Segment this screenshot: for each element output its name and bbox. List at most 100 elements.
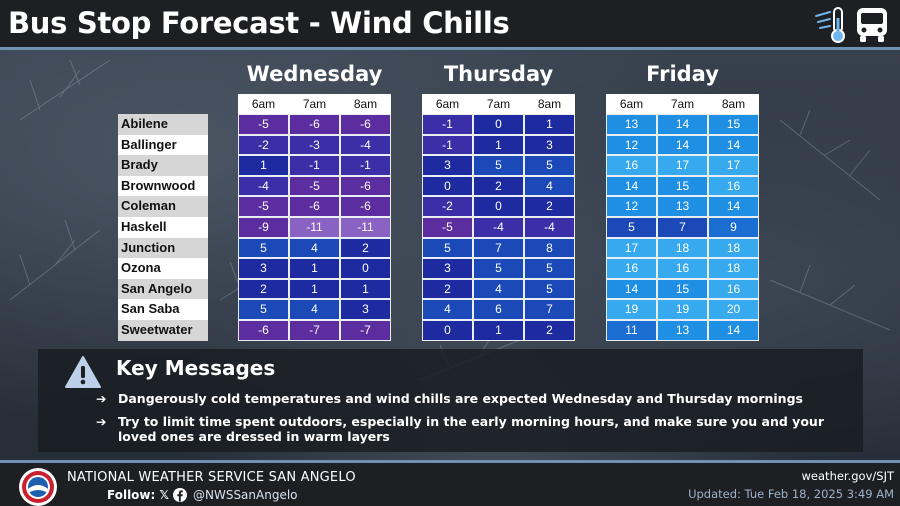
wind-chill-cell: 5 [524,278,575,300]
wind-chill-cell: 4 [524,175,575,197]
time-header: 6am [619,97,644,111]
time-header: 6am [251,97,276,111]
wind-chill-cell: -4 [473,216,524,238]
wind-chill-cell: 16 [606,155,657,176]
wind-chill-cell: 13 [606,114,657,135]
updated-timestamp: Updated: Tue Feb 18, 2025 3:49 AM [688,487,894,501]
wind-chill-cell: 3 [422,258,473,279]
city-label: Haskell [118,216,208,238]
time-header: 6am [435,97,460,111]
wind-chill-cell: -4 [340,134,391,156]
city-label: Abilene [118,114,208,135]
key-message-text: Dangerously cold temperatures and wind c… [118,391,803,406]
wind-chill-cell: 2 [238,278,289,300]
wind-chill-cell: -4 [524,216,575,238]
wind-chill-cell: 18 [708,237,759,259]
wind-chill-cell: 14 [708,196,759,217]
nws-logo-icon [19,468,57,506]
table-row: 11 13 14 [606,319,759,341]
header-icons [814,6,890,44]
wind-chill-cell: 17 [708,155,759,176]
wind-chill-cell: 7 [657,216,708,238]
table-row: -2 0 2 [422,196,575,217]
wind-chill-cell: -11 [289,216,340,238]
table-row: 13 14 15 [606,114,759,135]
table-row: 14 15 16 [606,175,759,197]
table-row: -1 1 3 [422,134,575,156]
wind-chill-cell: 18 [708,258,759,279]
wind-chill-cell: 5 [473,258,524,279]
wind-chill-cell: 14 [657,114,708,135]
table-row: -5 -6 -6 [238,196,391,217]
wind-chill-cell: 19 [657,299,708,320]
table-row: -6 -7 -7 [238,319,391,341]
time-header: 7am [302,97,327,111]
time-header-row: 6am 7am 8am [422,94,575,114]
facebook-icon[interactable] [172,488,187,502]
wind-chill-cell: -3 [289,134,340,156]
time-header-row: 6am 7am 8am [606,94,759,114]
wind-chill-cell: 3 [422,155,473,176]
wind-chill-cell: 1 [524,114,575,135]
x-social-icon[interactable]: 𝕏 [159,488,169,502]
header-bar: Bus Stop Forecast - Wind Chills [0,0,900,50]
wind-chill-cell: 4 [289,299,340,320]
wind-chill-cell: 1 [340,278,391,300]
key-message-item: ➔ Dangerously cold temperatures and wind… [96,391,856,406]
wind-chill-cell: 5 [422,237,473,259]
wind-chill-cell: 1 [289,258,340,279]
wind-chill-cell: -6 [340,196,391,217]
wind-chill-cell: 18 [657,237,708,259]
time-header: 7am [486,97,511,111]
wind-chill-cell: 14 [657,134,708,156]
wind-chill-cell: 14 [606,175,657,197]
wind-chill-cell: 5 [238,237,289,259]
website-link[interactable]: weather.gov/SJT [801,469,894,483]
key-messages-panel: Key Messages ➔ Dangerously cold temperat… [38,349,863,452]
wind-chill-cell: 20 [708,299,759,320]
wind-chill-cell: 3 [340,299,391,320]
wind-chill-cell: 4 [473,278,524,300]
city-column: Abilene Ballinger Brady Brownwood Colema… [118,114,208,341]
wind-chill-cell: -5 [238,196,289,217]
day-heading-friday: Friday [646,62,719,86]
wind-chill-cell: 6 [473,299,524,320]
time-header-row: 6am 7am 8am [238,94,391,114]
arrow-icon: ➔ [96,391,107,406]
wind-chill-cell: -6 [340,175,391,197]
table-row: 1 -1 -1 [238,155,391,176]
wind-chill-cell: 2 [422,278,473,300]
wind-chill-cell: 5 [473,155,524,176]
wind-chill-cell: 16 [606,258,657,279]
city-label: San Angelo [118,278,208,300]
wind-chill-cell: 12 [606,134,657,156]
wind-chill-cell: 4 [289,237,340,259]
wind-chill-cell: 17 [657,155,708,176]
table-row: -2 -3 -4 [238,134,391,156]
wind-chill-cell: 2 [524,319,575,341]
wind-chill-cell: -6 [340,114,391,135]
table-row: 16 17 17 [606,155,759,176]
wind-chill-cell: -11 [340,216,391,238]
time-header: 8am [353,97,378,111]
wind-chill-cell: -2 [422,196,473,217]
wind-chill-cell: -6 [289,114,340,135]
wind-chill-cell: 16 [708,278,759,300]
wind-chill-cell: -2 [238,134,289,156]
social-handle[interactable]: @NWSSanAngelo [192,488,298,502]
wind-chill-cell: 14 [708,134,759,156]
wind-chill-cell: 19 [606,299,657,320]
wind-chill-cell: 0 [422,319,473,341]
wind-chill-cell: -7 [289,319,340,341]
wind-chill-cell: 5 [606,216,657,238]
wind-chill-table-thursday: 6am 7am 8am -1 0 1 -1 1 3 3 5 5 0 2 4 -2 0 2 -5 -4 -4 5 7 8 3 5 5 2… [422,94,575,341]
wind-chill-cell: -1 [422,134,473,156]
wind-chill-cell: 14 [708,319,759,341]
bus-icon [857,8,887,42]
wind-chill-cell: 5 [238,299,289,320]
follow-row: Follow: 𝕏 @NWSSanAngelo [107,488,298,502]
